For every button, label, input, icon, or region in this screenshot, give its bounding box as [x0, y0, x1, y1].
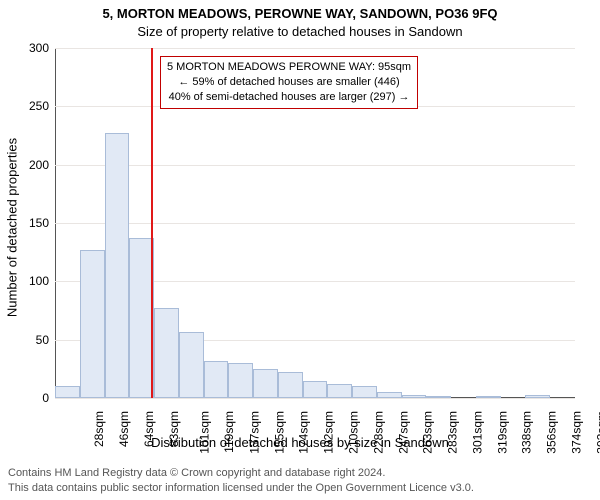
histogram-bar — [55, 386, 80, 398]
y-tick-label: 0 — [9, 391, 49, 405]
y-tick-label: 150 — [9, 216, 49, 230]
grid-line — [55, 48, 575, 49]
grid-line — [55, 398, 575, 399]
histogram-bar — [204, 361, 229, 398]
histogram-bar — [402, 395, 427, 399]
grid-line — [55, 165, 575, 166]
histogram-bar — [525, 395, 550, 399]
footer-line2: This data contains public sector informa… — [8, 482, 474, 494]
y-tick-label: 300 — [9, 41, 49, 55]
histogram-bar — [476, 396, 501, 398]
histogram-bar — [105, 133, 130, 398]
histogram-bar — [278, 372, 303, 398]
footer-attribution: Contains HM Land Registry data © Crown c… — [8, 466, 588, 496]
histogram-bar — [80, 250, 105, 398]
histogram-bar — [303, 381, 328, 399]
x-axis-label: Distribution of detached houses by size … — [0, 435, 600, 450]
annotation-box: 5 MORTON MEADOWS PEROWNE WAY: 95sqm← 59%… — [160, 56, 418, 109]
histogram-bar — [377, 392, 402, 398]
grid-line — [55, 223, 575, 224]
histogram-bar — [228, 363, 253, 398]
chart-container: 5, MORTON MEADOWS, PEROWNE WAY, SANDOWN,… — [0, 0, 600, 500]
chart-title-address: 5, MORTON MEADOWS, PEROWNE WAY, SANDOWN,… — [0, 6, 600, 21]
histogram-bar — [179, 332, 204, 399]
histogram-bar — [154, 308, 179, 398]
y-tick-label: 100 — [9, 274, 49, 288]
plot-area: 05010015020025030028sqm46sqm64sqm83sqm10… — [55, 48, 575, 398]
chart-title-desc: Size of property relative to detached ho… — [0, 24, 600, 39]
histogram-bar — [426, 396, 451, 398]
footer-line1: Contains HM Land Registry data © Crown c… — [8, 467, 385, 479]
property-marker-line — [151, 48, 153, 398]
histogram-bar — [327, 384, 352, 398]
annotation-line: 40% of semi-detached houses are larger (… — [167, 90, 411, 105]
y-tick-label: 250 — [9, 99, 49, 113]
annotation-line: 5 MORTON MEADOWS PEROWNE WAY: 95sqm — [167, 60, 411, 75]
annotation-line: ← 59% of detached houses are smaller (44… — [167, 75, 411, 90]
histogram-bar — [253, 369, 278, 398]
y-tick-label: 50 — [9, 333, 49, 347]
histogram-bar — [352, 386, 377, 398]
y-tick-label: 200 — [9, 158, 49, 172]
